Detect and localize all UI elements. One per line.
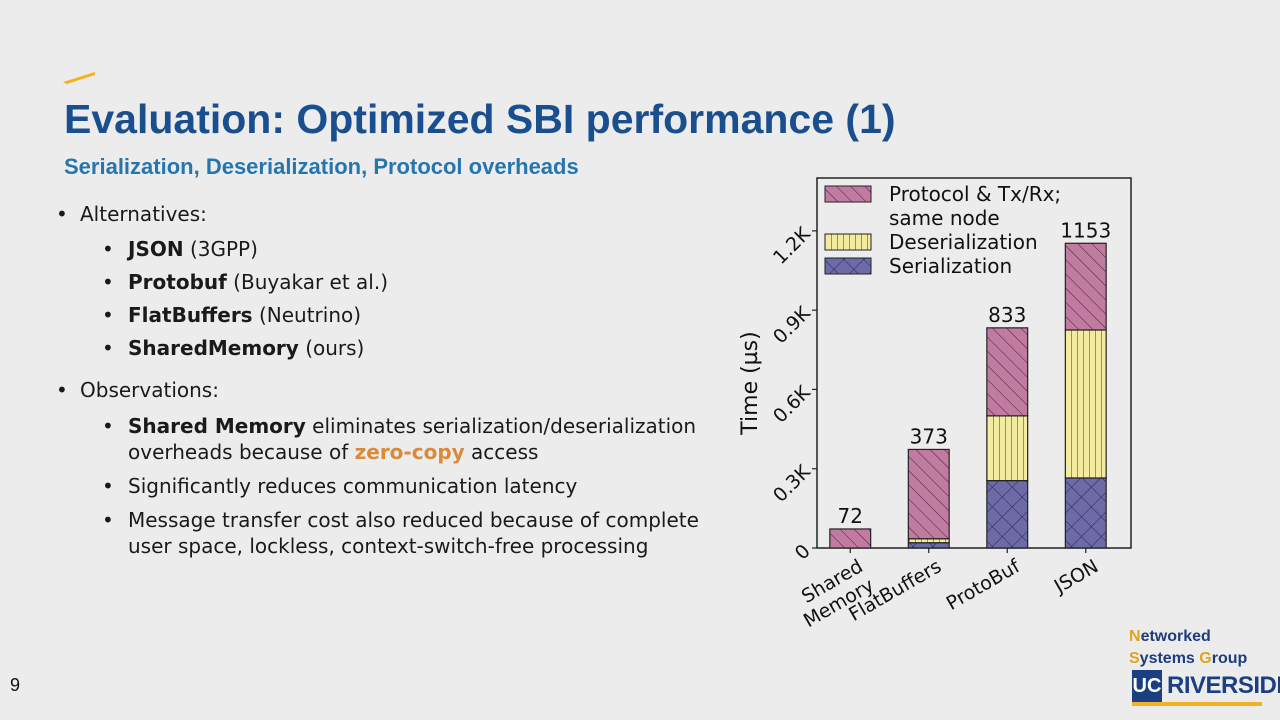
x-tick-label: JSON bbox=[1050, 555, 1102, 598]
legend-swatch bbox=[824, 185, 872, 203]
legend-label: Serialization bbox=[889, 254, 1012, 278]
bar-protocol bbox=[986, 327, 1029, 417]
riverside-wordmark: RIVERSIDE bbox=[1167, 672, 1280, 699]
alternative-name: FlatBuffers bbox=[128, 303, 253, 327]
alternative-item: SharedMemory (ours) bbox=[54, 335, 704, 361]
alternative-name: Protobuf bbox=[128, 270, 227, 294]
alternative-item: Protobuf (Buyakar et al.) bbox=[54, 269, 704, 295]
alternative-note: (Neutrino) bbox=[252, 303, 362, 327]
bar-serialization bbox=[986, 480, 1029, 549]
logo-word: ystems bbox=[1139, 650, 1200, 667]
observation-item: Message transfer cost also reduced becau… bbox=[54, 507, 704, 559]
alternative-note: (3GPP) bbox=[183, 237, 258, 261]
observation-item: Significantly reduces communication late… bbox=[54, 473, 704, 499]
page-number: 9 bbox=[10, 675, 21, 695]
logo-word: etworked bbox=[1140, 628, 1211, 645]
y-tick-label: 0.3K bbox=[769, 461, 815, 507]
bullet-alternatives: Alternatives: bbox=[54, 199, 704, 229]
bullet-list: Alternatives: JSON (3GPP) Protobuf (Buya… bbox=[54, 199, 704, 559]
alternative-item: FlatBuffers (Neutrino) bbox=[54, 302, 704, 328]
logo-cap: N bbox=[1129, 628, 1141, 645]
legend-label: Deserialization bbox=[889, 230, 1038, 254]
bar-total-label: 72 bbox=[838, 504, 863, 528]
plot-frame bbox=[816, 177, 1132, 549]
bar-serialization bbox=[1064, 477, 1107, 549]
legend-label-line: Protocol & Tx/Rx; bbox=[889, 182, 1061, 206]
observation-text-end: access bbox=[464, 440, 539, 464]
observation-item: Shared Memory eliminates serialization/d… bbox=[54, 413, 704, 465]
latency-chart: 0 0.3K 0.6K 0.9K 1.2K Time (µs) 72 SharedMemory… bbox=[735, 170, 1135, 632]
logo-cap: S bbox=[1129, 650, 1140, 667]
zero-copy-highlight: zero-copy bbox=[354, 440, 465, 464]
alternative-name: JSON bbox=[128, 237, 184, 261]
logo-line-1: Networked bbox=[1129, 626, 1279, 648]
x-tick-label-line: JSON bbox=[1050, 555, 1102, 598]
y-tick-label: 0 bbox=[791, 540, 815, 564]
x-tick-label-line: ProtoBuf bbox=[943, 555, 1025, 615]
y-axis-label: Time (µs) bbox=[738, 331, 763, 435]
legend-label: Protocol & Tx/Rx; same node bbox=[889, 182, 1061, 230]
alternatives-sublist: JSON (3GPP) Protobuf (Buyakar et al.) Fl… bbox=[54, 236, 704, 361]
observations-sublist: Shared Memory eliminates serialization/d… bbox=[54, 413, 704, 559]
networked-systems-group-logo: Networked Systems Group bbox=[1129, 626, 1279, 670]
y-tick-label: 1.2K bbox=[769, 223, 815, 269]
slide-title: Evaluation: Optimized SBI performance (1… bbox=[64, 96, 896, 142]
bullet-observations: Observations: bbox=[54, 375, 704, 405]
legend-swatch bbox=[824, 257, 872, 275]
alternative-note: (ours) bbox=[298, 336, 365, 360]
logo-word: roup bbox=[1211, 650, 1248, 667]
bar-deserialization bbox=[986, 415, 1029, 482]
bar-total-label: 833 bbox=[988, 303, 1026, 327]
y-tick-label: 0.9K bbox=[769, 302, 815, 348]
bar-serialization bbox=[907, 542, 950, 549]
bar-total-label: 373 bbox=[910, 424, 948, 448]
accent-swoosh-icon bbox=[63, 72, 95, 84]
alternatives-sublist-container: JSON (3GPP) Protobuf (Buyakar et al.) Fl… bbox=[54, 236, 704, 361]
logo-line-2: Systems Group bbox=[1129, 648, 1279, 670]
legend-label-line: Deserialization bbox=[889, 230, 1038, 254]
legend-label-line: same node bbox=[889, 206, 1000, 230]
legend-label-line: Serialization bbox=[889, 254, 1012, 278]
alternative-item: JSON (3GPP) bbox=[54, 236, 704, 262]
observations-sublist-container: Shared Memory eliminates serialization/d… bbox=[54, 413, 704, 559]
bar-deserialization bbox=[1064, 329, 1107, 479]
slide-subtitle: Serialization, Deserialization, Protocol… bbox=[64, 154, 579, 179]
alternative-note: (Buyakar et al.) bbox=[226, 270, 389, 294]
observation-bold: Shared Memory bbox=[128, 414, 306, 438]
bar-protocol bbox=[829, 528, 872, 549]
observation-text: eliminates serialization/deserialization… bbox=[128, 414, 697, 464]
logo-underline bbox=[1132, 702, 1262, 706]
bar-total-label: 1153 bbox=[1060, 218, 1111, 242]
alternative-name: SharedMemory bbox=[128, 336, 299, 360]
logo-cap: G bbox=[1199, 650, 1212, 667]
bar-protocol bbox=[1064, 242, 1107, 331]
legend-swatch bbox=[824, 233, 872, 251]
x-tick-label: ProtoBuf bbox=[943, 555, 1025, 615]
uc-logo-icon: UC bbox=[1132, 670, 1162, 702]
bar-protocol bbox=[907, 448, 950, 540]
y-tick-label: 0.6K bbox=[769, 381, 815, 427]
